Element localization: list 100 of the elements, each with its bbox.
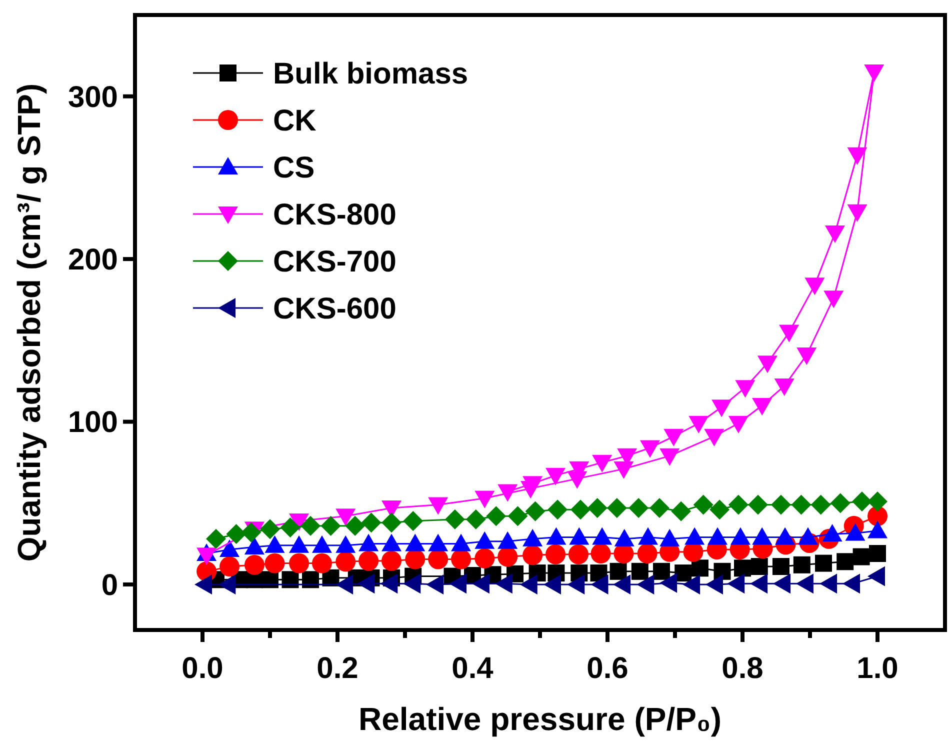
point (810, 494, 831, 515)
point (587, 498, 608, 518)
point (428, 497, 448, 515)
point (336, 552, 356, 572)
point (660, 528, 680, 546)
point (847, 147, 868, 165)
point (613, 574, 631, 594)
point (852, 548, 870, 566)
point (728, 494, 748, 515)
point (568, 544, 588, 564)
point (380, 574, 398, 594)
x-tick-label: 0.4 (452, 652, 494, 685)
point (734, 560, 751, 577)
legend-label: CS (273, 152, 315, 184)
x-axis-title: Relative pressure (P/P₀) (358, 701, 722, 737)
point (847, 204, 868, 222)
point (358, 550, 379, 571)
point (260, 519, 280, 540)
point (546, 468, 566, 486)
point (336, 574, 354, 594)
point (405, 549, 426, 570)
point (312, 535, 332, 553)
point (868, 566, 885, 586)
point (570, 500, 590, 520)
point (426, 574, 444, 594)
point (779, 324, 800, 342)
point (194, 574, 212, 594)
point (750, 574, 768, 594)
point (820, 574, 838, 594)
point (750, 558, 768, 576)
x-tick-label: 0.0 (182, 652, 224, 685)
point (824, 226, 845, 244)
y-tick-label: 200 (68, 244, 118, 277)
legend-label: CKS-600 (273, 292, 396, 326)
point (358, 534, 379, 552)
x-tick-label: 0.2 (316, 652, 358, 685)
point (798, 527, 818, 545)
point (280, 518, 300, 538)
point (474, 548, 495, 568)
point (449, 574, 466, 594)
point (428, 534, 448, 552)
point (660, 448, 680, 466)
y-tick-label: 0 (101, 568, 118, 602)
point (752, 527, 772, 545)
point (869, 545, 886, 562)
point (614, 461, 634, 479)
point (300, 516, 320, 536)
point (796, 348, 817, 366)
point (590, 544, 611, 564)
point (793, 556, 810, 574)
point (264, 535, 285, 553)
point (774, 378, 794, 396)
point (546, 527, 566, 545)
point (864, 64, 884, 82)
point (836, 553, 854, 570)
point (320, 516, 341, 536)
point (727, 574, 745, 594)
point (592, 454, 612, 472)
legend-label: CK (273, 104, 317, 138)
point (498, 484, 518, 502)
point (403, 510, 424, 531)
point (498, 546, 518, 567)
point (682, 574, 700, 594)
point (693, 494, 714, 515)
point (451, 549, 472, 570)
point (628, 498, 649, 518)
point (614, 528, 634, 546)
point (403, 574, 421, 594)
point (382, 512, 402, 533)
point (508, 506, 528, 526)
point (660, 572, 678, 593)
point (691, 560, 708, 577)
point (664, 428, 684, 446)
point (405, 534, 426, 552)
point (336, 535, 356, 553)
point (220, 556, 240, 577)
point (735, 380, 756, 398)
point (336, 508, 356, 526)
x-tick-label: 0.6 (586, 652, 628, 685)
point (520, 574, 538, 594)
point (206, 528, 226, 549)
point (567, 574, 585, 594)
point (671, 501, 692, 522)
point (498, 531, 518, 549)
point (688, 416, 709, 434)
point (474, 531, 495, 549)
point (704, 428, 724, 446)
point (382, 534, 402, 552)
point (852, 491, 872, 512)
point (220, 539, 240, 557)
point (522, 545, 543, 566)
point (752, 398, 772, 416)
point (804, 278, 825, 296)
x-tick-label: 1.0 (856, 652, 898, 685)
point (548, 500, 568, 520)
point (822, 524, 842, 542)
point (494, 574, 512, 594)
point (748, 494, 768, 515)
point (357, 574, 375, 594)
point (244, 554, 264, 575)
